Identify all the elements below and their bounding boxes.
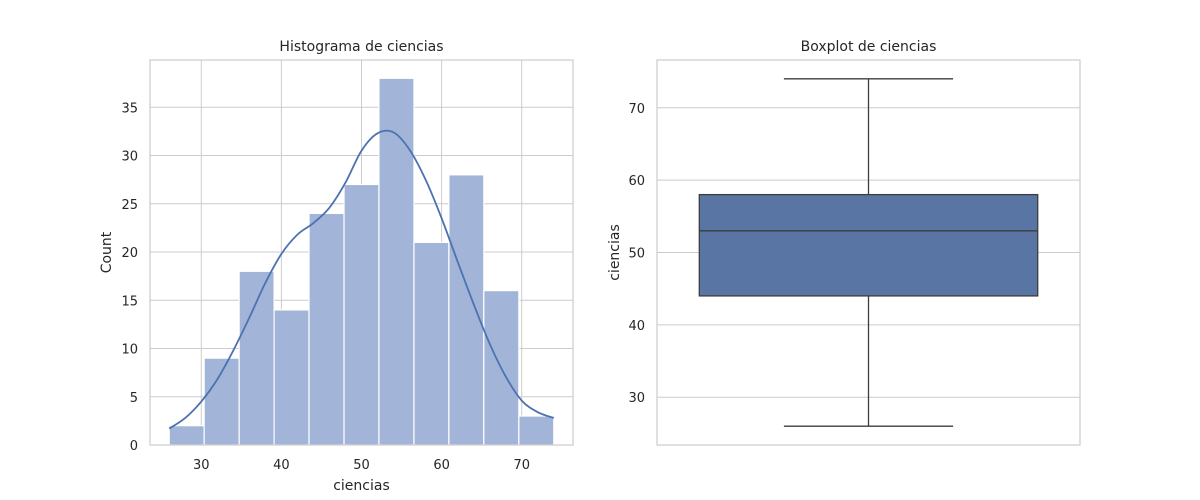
box-tick-labels: 30 40 50 60 70 — [628, 102, 645, 406]
box-title: Boxplot de ciencias — [801, 39, 937, 55]
hist-y-tick-label: 20 — [121, 246, 138, 261]
hist-bar — [168, 425, 205, 446]
hist-tick-labels: 30 40 50 60 70 0 5 10 15 20 25 30 35 — [121, 101, 530, 473]
hist-y-tick-label: 15 — [121, 294, 138, 309]
box-y-axis-label: ciencias — [607, 224, 623, 281]
box-iqr-rect — [698, 193, 1039, 297]
hist-bar — [448, 174, 485, 446]
box-y-tick-label: 60 — [628, 174, 645, 189]
hist-x-tick-label: 60 — [433, 458, 450, 473]
boxplot-panel: 30 40 50 60 70 Boxplot de ciencias ciencias — [607, 39, 1081, 446]
hist-x-tick-label: 70 — [513, 458, 530, 473]
hist-kde-curve — [168, 129, 555, 430]
hist-y-tick-label: 30 — [121, 150, 138, 165]
hist-bar — [518, 415, 555, 446]
hist-title: Histograma de ciencias — [279, 39, 443, 55]
hist-y-tick-label: 5 — [130, 391, 138, 406]
hist-bar — [273, 309, 310, 446]
box-y-tick-label: 70 — [628, 102, 645, 117]
hist-frame — [149, 59, 574, 446]
hist-bar — [378, 77, 415, 446]
hist-bar — [343, 183, 380, 446]
hist-x-tick-label: 30 — [193, 458, 210, 473]
hist-x-tick-label: 40 — [273, 458, 290, 473]
box-frame — [656, 59, 1081, 446]
box-elements — [698, 78, 1039, 427]
hist-bar — [308, 212, 345, 446]
histogram-panel: 30 40 50 60 70 0 5 10 15 20 25 30 35 Histograma de c… — [99, 39, 574, 494]
hist-bars — [168, 77, 555, 446]
hist-y-axis-label: Count — [99, 231, 115, 273]
box-y-tick-label: 40 — [628, 319, 645, 334]
hist-y-tick-label: 35 — [121, 101, 138, 116]
hist-x-tick-label: 50 — [353, 458, 370, 473]
hist-bar — [413, 241, 450, 446]
hist-y-tick-label: 0 — [130, 439, 138, 454]
box-y-tick-label: 30 — [628, 391, 645, 406]
hist-y-tick-label: 10 — [121, 343, 138, 358]
hist-y-tick-label: 25 — [121, 198, 138, 213]
hist-bar — [238, 270, 275, 446]
box-y-tick-label: 50 — [628, 247, 645, 262]
hist-x-axis-label: ciencias — [333, 478, 390, 494]
